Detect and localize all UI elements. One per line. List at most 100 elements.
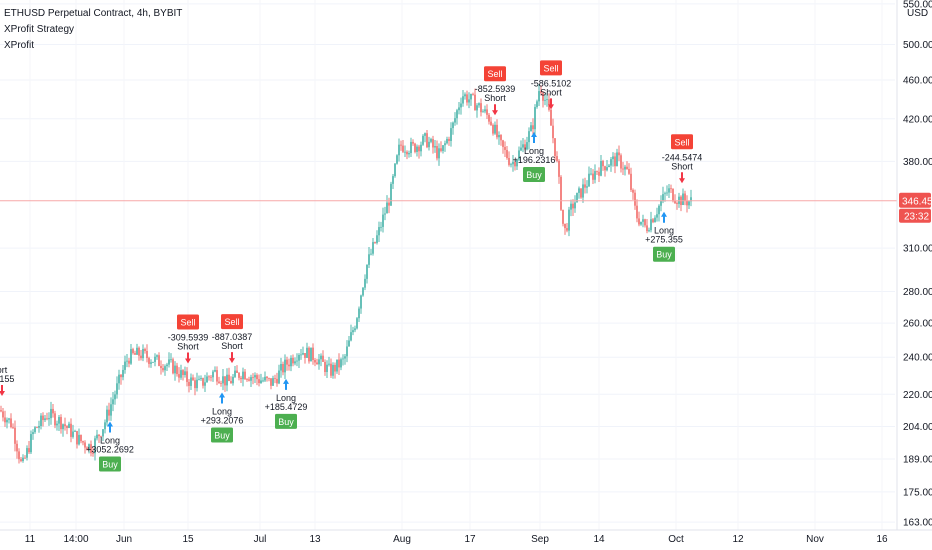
candle-body bbox=[478, 103, 480, 106]
countdown-tag bbox=[899, 208, 931, 223]
buy-signal-label: Buy bbox=[102, 460, 118, 470]
candle-body bbox=[330, 363, 332, 376]
candle-body bbox=[370, 253, 372, 255]
candle-body bbox=[88, 444, 90, 451]
candle-body bbox=[628, 169, 630, 174]
candle-body bbox=[2, 411, 4, 418]
sell-signal-box bbox=[221, 314, 243, 330]
time-axis[interactable]: 11 14:00 Jun 15 Jul 13 Aug 17 Sep 14 Oct 12 Nov 16 bbox=[0, 529, 932, 545]
long-arrow-icon bbox=[219, 392, 225, 404]
candle-body bbox=[518, 150, 520, 160]
candle-body bbox=[634, 192, 636, 206]
candle-body bbox=[362, 287, 364, 296]
candle-body bbox=[66, 426, 68, 428]
candle-body bbox=[424, 133, 426, 136]
time-tick-label: Sep bbox=[531, 534, 549, 545]
candle-body bbox=[426, 133, 428, 148]
candle-body bbox=[380, 226, 382, 228]
candle-body bbox=[176, 365, 178, 375]
short-arrow-icon bbox=[0, 384, 5, 396]
candle-body bbox=[442, 145, 444, 151]
candle-body bbox=[76, 431, 78, 445]
candle-body bbox=[630, 173, 632, 190]
candle-body bbox=[90, 444, 92, 454]
sell-signal-label: Sell bbox=[543, 63, 558, 73]
candle-body bbox=[20, 459, 22, 461]
candle-body bbox=[188, 381, 190, 386]
candle-body bbox=[668, 188, 670, 193]
chart-legend: ETHUSD Perpetual Contract, 4h, BYBIT XPr… bbox=[4, 6, 182, 54]
candle-body bbox=[560, 176, 562, 210]
candle-body bbox=[508, 157, 510, 165]
strategy-title[interactable]: XProfit Strategy bbox=[4, 24, 75, 35]
candle-body bbox=[310, 347, 312, 362]
candle-body bbox=[150, 362, 152, 364]
candle-body bbox=[192, 377, 194, 381]
candle-body bbox=[48, 418, 50, 420]
candle-body bbox=[78, 434, 80, 445]
candle-body bbox=[158, 355, 160, 366]
candle-body bbox=[498, 135, 500, 138]
short-arrow-icon bbox=[229, 352, 235, 364]
candle-body bbox=[120, 374, 122, 378]
candle-body bbox=[490, 121, 492, 125]
candle-body bbox=[486, 109, 488, 115]
candle-body bbox=[536, 101, 538, 108]
candle-body bbox=[344, 356, 346, 359]
candle-body bbox=[132, 349, 134, 354]
buy-signal-label: Buy bbox=[278, 417, 294, 427]
candle-body bbox=[242, 371, 244, 380]
symbol-title[interactable]: ETHUSD Perpetual Contract, 4h, BYBIT bbox=[4, 8, 183, 19]
candle-body bbox=[444, 143, 446, 146]
candle-body bbox=[492, 124, 494, 134]
candle-body bbox=[104, 422, 106, 430]
time-tick-label: 13 bbox=[309, 534, 321, 545]
candle-body bbox=[196, 379, 198, 389]
candle-body bbox=[396, 155, 398, 164]
candle-body bbox=[46, 418, 48, 420]
long-label: Long bbox=[654, 226, 674, 236]
candle-body bbox=[108, 409, 110, 416]
candle-body bbox=[620, 155, 622, 169]
time-tick-label: 16 bbox=[876, 534, 888, 545]
candle-body bbox=[588, 173, 590, 187]
time-tick-label: 11 bbox=[25, 534, 36, 545]
candle-body bbox=[648, 230, 650, 232]
candle-body bbox=[434, 146, 436, 148]
candle-body bbox=[544, 99, 546, 101]
price-tick-label: 460.00 bbox=[903, 75, 932, 86]
candle-body bbox=[152, 361, 154, 363]
candle-body bbox=[414, 143, 416, 152]
candle-body bbox=[266, 376, 268, 379]
candle-body bbox=[570, 203, 572, 210]
candle-body bbox=[662, 194, 664, 202]
candle-body bbox=[392, 176, 394, 184]
candle-body bbox=[98, 434, 100, 437]
short-label: Short bbox=[484, 93, 506, 103]
price-axis[interactable]: 550.00 500.00 460.00 420.00 380.00 310.00 280.… bbox=[896, 0, 932, 550]
price-tick-label: 280.00 bbox=[903, 287, 932, 298]
candle-body bbox=[360, 295, 362, 309]
candle-body bbox=[644, 219, 646, 226]
candle-body bbox=[636, 205, 638, 219]
short-loss-label: ort bbox=[0, 365, 8, 375]
indicator-title[interactable]: XProfit bbox=[4, 40, 35, 51]
candle-body bbox=[684, 193, 686, 201]
unit-label[interactable]: USD bbox=[907, 8, 928, 19]
candle-body bbox=[8, 418, 10, 420]
candle-body bbox=[248, 379, 250, 381]
candle-body bbox=[276, 378, 278, 384]
candle-body bbox=[672, 189, 674, 201]
candle-body bbox=[184, 371, 186, 376]
candle-body bbox=[50, 408, 52, 419]
candle-body bbox=[260, 380, 262, 384]
candle-body bbox=[274, 378, 276, 379]
long-profit-label: +275.355 bbox=[645, 235, 683, 245]
sell-signal-label: Sell bbox=[180, 317, 195, 327]
candle-body bbox=[30, 434, 32, 453]
candle-body bbox=[458, 107, 460, 111]
candle-body bbox=[678, 196, 680, 204]
candle-body bbox=[516, 159, 518, 167]
short-label: Short bbox=[221, 341, 243, 351]
